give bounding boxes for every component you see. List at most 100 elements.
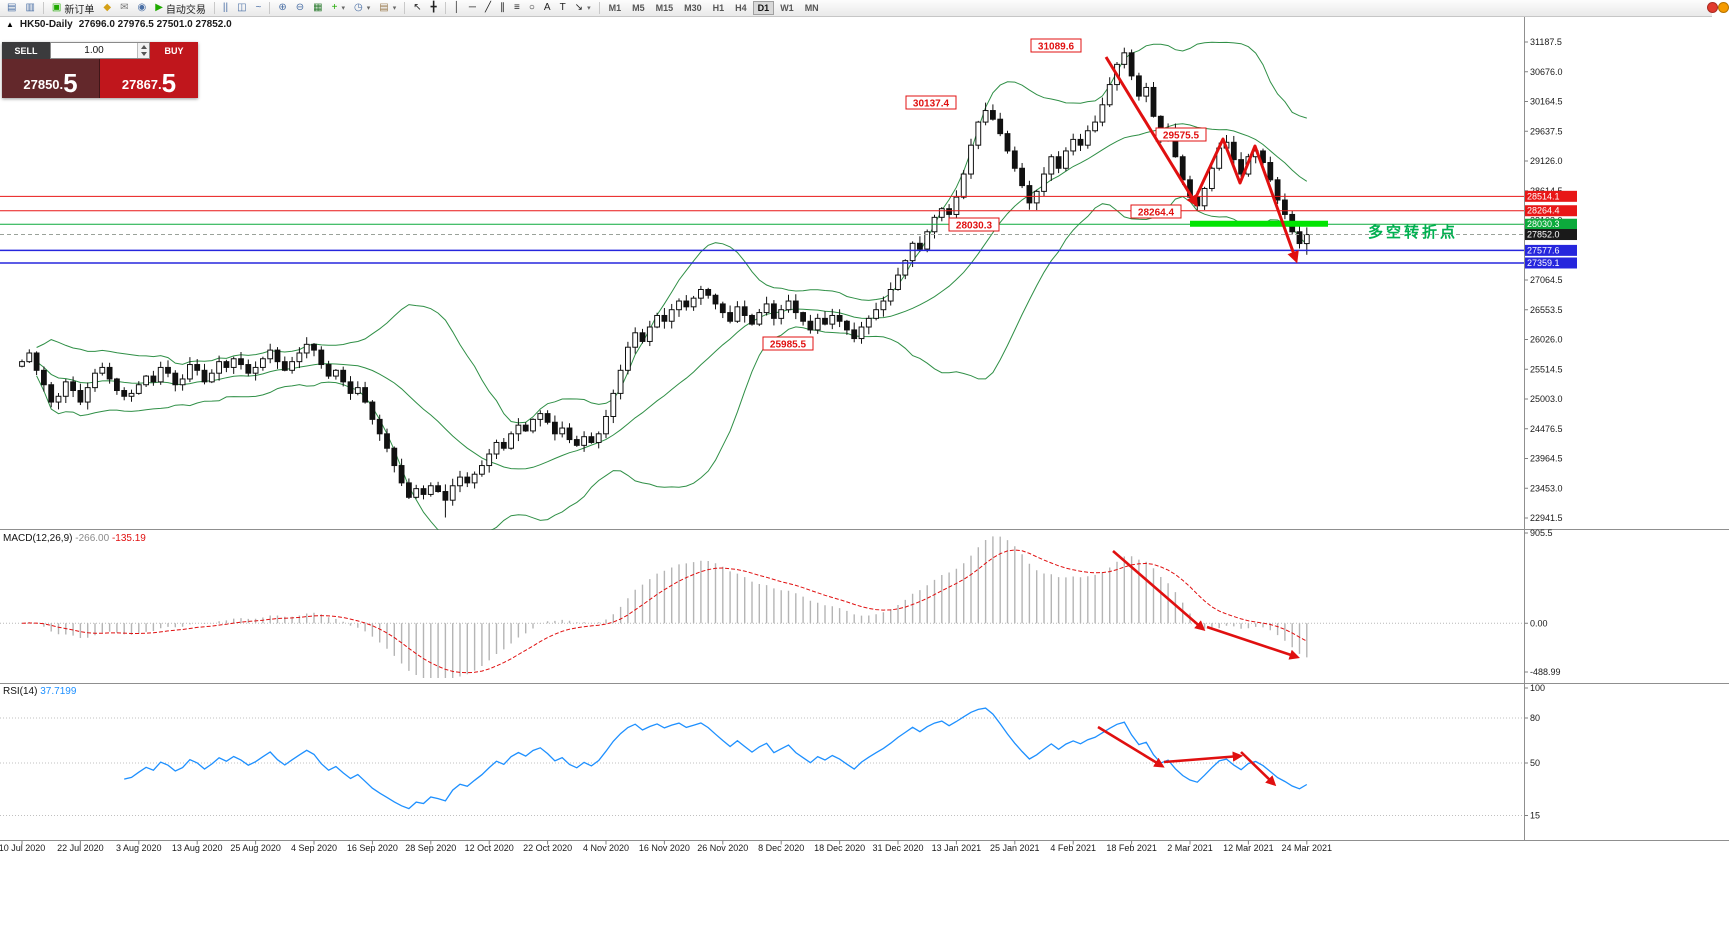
chart-window-icon[interactable]: ▤: [3, 1, 20, 16]
indicators-icon[interactable]: + ▾: [328, 1, 349, 16]
text-label-icon: T: [559, 2, 566, 13]
cursor-icon[interactable]: ↖: [409, 1, 425, 16]
price-callout-box[interactable]: [905, 95, 957, 110]
timeframe-h1-button[interactable]: H1: [708, 1, 730, 15]
svg-text:23453.0: 23453.0: [1530, 483, 1563, 493]
text-label-icon[interactable]: T: [556, 1, 570, 16]
svg-text:27359.1: 27359.1: [1527, 258, 1560, 268]
volume-down-button[interactable]: [138, 50, 149, 58]
volume-steppers: [137, 43, 149, 58]
svg-text:30164.5: 30164.5: [1530, 97, 1563, 107]
macd-signal-line: [21, 549, 1308, 674]
templates-icon[interactable]: ▤ ▾: [375, 1, 400, 16]
candlestick-chart-icon[interactable]: ◫: [233, 1, 250, 16]
new-order-button[interactable]: ▣ 新订单: [48, 1, 98, 16]
trend-arrow[interactable]: [1194, 137, 1299, 264]
price-callout-box[interactable]: [762, 336, 814, 351]
templates-icon: ▤: [379, 2, 389, 13]
svg-text:27577.6: 27577.6: [1527, 245, 1560, 255]
price-callout-box[interactable]: [948, 217, 1000, 232]
timeframes-icon[interactable]: ◷ ▾: [350, 1, 374, 16]
price-callout-box[interactable]: [1030, 38, 1082, 53]
timeframe-h4-button[interactable]: H4: [730, 1, 752, 15]
orange-status-icon[interactable]: [1718, 2, 1729, 13]
volume-up-button[interactable]: [138, 43, 149, 51]
svg-text:31089.6: 31089.6: [1038, 42, 1075, 53]
horizontal-line-icon[interactable]: ─: [465, 1, 480, 16]
volume-input[interactable]: 1.00: [84, 45, 104, 56]
trend-arrow[interactable]: [1104, 56, 1198, 208]
tick-chart-icon[interactable]: ▥: [21, 1, 38, 16]
svg-text:25514.5: 25514.5: [1530, 364, 1563, 374]
trendline-icon[interactable]: ╱: [481, 1, 495, 16]
svg-text:16 Nov 2020: 16 Nov 2020: [639, 843, 690, 853]
axis-price-box: [1525, 190, 1577, 202]
svg-text:13 Aug 2020: 13 Aug 2020: [172, 843, 223, 853]
new-order-button-icon: ▣: [51, 2, 62, 13]
toolbar-separator: [42, 2, 44, 14]
bar-chart-icon[interactable]: ||: [219, 1, 232, 16]
price-callout-box[interactable]: [1130, 204, 1182, 219]
chart-title: ▲ HK50-Daily 27696.0 27976.5 27501.0 278…: [6, 19, 232, 30]
timeframe-mn-button[interactable]: MN: [800, 1, 824, 15]
crosshair-icon[interactable]: ╋: [427, 1, 441, 16]
history-center-icon: ◆: [103, 2, 112, 13]
timeframe-m1-button[interactable]: M1: [604, 1, 627, 15]
bollinger-lower-band: [36, 196, 1308, 530]
mailbox-icon[interactable]: ✉: [116, 1, 132, 16]
sell-price-pip: 5: [63, 68, 78, 98]
buy-price-pip: 5: [161, 68, 177, 98]
market-watch-icon[interactable]: ◉: [133, 1, 150, 16]
text-icon[interactable]: A: [540, 1, 555, 16]
candlestick-chart-icon: ◫: [237, 2, 247, 13]
arrow-objects-icon[interactable]: ↘ ▾: [571, 1, 595, 16]
red-status-icon[interactable]: [1707, 2, 1718, 13]
tick-chart-icon: ▥: [25, 2, 35, 13]
tile-windows-icon[interactable]: ▦: [309, 1, 326, 16]
shapes-icon[interactable]: ○: [525, 1, 539, 16]
buy-price-main: 27867.: [121, 77, 162, 92]
line-chart-icon[interactable]: ~: [252, 1, 266, 16]
macd-arrow[interactable]: [1206, 625, 1300, 660]
sell-price[interactable]: 27850. 5: [2, 59, 100, 98]
fibonacci-icon[interactable]: ≡: [510, 1, 524, 16]
zoom-out-icon[interactable]: ⊖: [292, 1, 308, 16]
timeframe-w1-button[interactable]: W1: [775, 1, 799, 15]
svg-text:18 Dec 2020: 18 Dec 2020: [814, 843, 865, 853]
svg-text:50: 50: [1530, 758, 1540, 768]
rsi-arrow[interactable]: [1240, 751, 1277, 787]
vertical-line-icon[interactable]: │: [450, 1, 464, 16]
annotation-text[interactable]: 多空转折点: [1368, 223, 1458, 241]
svg-text:-488.99: -488.99: [1530, 667, 1561, 677]
rsi-arrow[interactable]: [1163, 751, 1244, 764]
svg-text:28514.1: 28514.1: [1527, 191, 1560, 201]
autotrading-button[interactable]: ▶ 自动交易: [151, 1, 210, 16]
history-center-icon[interactable]: ◆: [99, 1, 115, 16]
buy-price[interactable]: 27867. 5: [100, 59, 198, 98]
volume-box: 1.00: [50, 42, 150, 59]
svg-text:22941.5: 22941.5: [1530, 513, 1563, 523]
macd-arrow[interactable]: [1112, 550, 1206, 632]
svg-text:26553.5: 26553.5: [1530, 305, 1563, 315]
chevron-down-icon: ▾: [392, 5, 397, 12]
crosshair-icon: ╋: [430, 2, 437, 13]
timeframe-d1-button[interactable]: D1: [752, 1, 775, 15]
timeframe-m15-button[interactable]: M15: [651, 1, 679, 15]
svg-text:27064.5: 27064.5: [1530, 275, 1563, 285]
svg-text:3 Aug 2020: 3 Aug 2020: [116, 843, 162, 853]
sell-button[interactable]: SELL: [2, 42, 50, 59]
toolbar-separator: [269, 2, 271, 14]
rsi-arrow[interactable]: [1097, 725, 1165, 768]
price-callout-box[interactable]: [1155, 127, 1207, 142]
timeframe-m5-button[interactable]: M5: [627, 1, 650, 15]
channel-icon[interactable]: ∥: [496, 1, 509, 16]
zoom-in-icon[interactable]: ⊕: [274, 1, 290, 16]
timeframe-m30-button[interactable]: M30: [679, 1, 707, 15]
axis-price-box: [1525, 205, 1577, 217]
svg-text:24476.5: 24476.5: [1530, 424, 1563, 434]
autotrading-button-label: 自动交易: [165, 4, 206, 16]
svg-text:15: 15: [1530, 811, 1540, 821]
buy-button[interactable]: BUY: [150, 42, 198, 59]
mailbox-icon: ✉: [120, 2, 129, 13]
